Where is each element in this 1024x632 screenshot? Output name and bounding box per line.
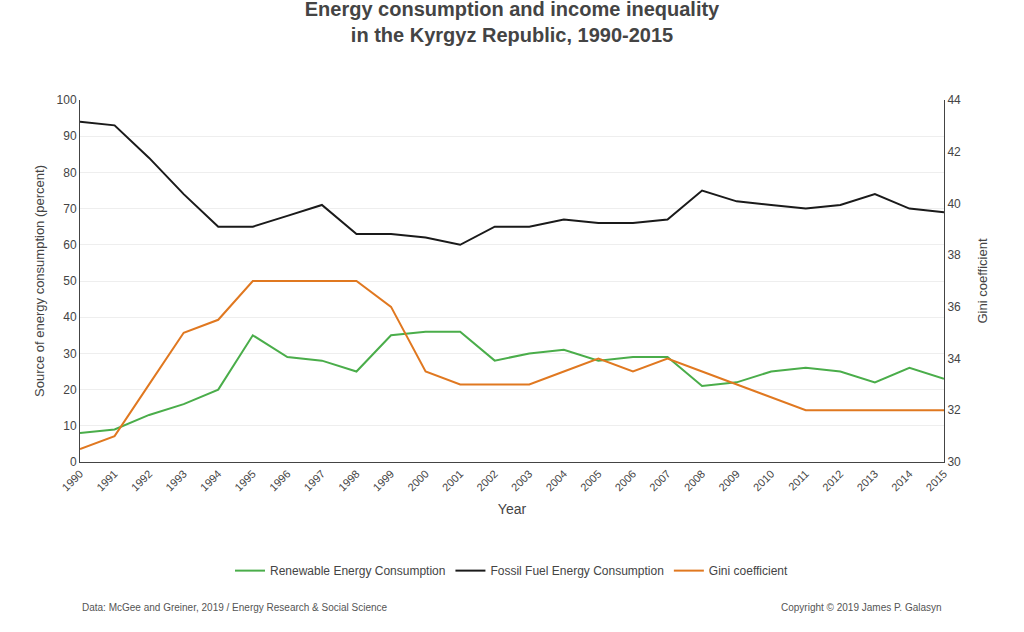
svg-text:44: 44 [947,93,961,107]
svg-text:2009: 2009 [716,468,742,494]
svg-text:Year: Year [498,501,527,517]
svg-text:30: 30 [947,455,961,469]
svg-text:1990: 1990 [60,468,86,494]
svg-text:2013: 2013 [854,468,880,494]
svg-text:100: 100 [57,93,77,107]
svg-text:30: 30 [63,347,77,361]
svg-text:Renewable Energy Consumption: Renewable Energy Consumption [270,564,445,578]
svg-text:2011: 2011 [786,468,811,493]
svg-text:Gini coefficient: Gini coefficient [709,564,788,578]
svg-text:2008: 2008 [682,468,708,494]
svg-text:2004: 2004 [543,468,569,494]
svg-text:2003: 2003 [509,468,535,494]
svg-text:70: 70 [63,202,77,216]
svg-text:1998: 1998 [336,468,362,494]
svg-text:2012: 2012 [820,468,846,494]
svg-text:2000: 2000 [405,468,431,494]
svg-text:1992: 1992 [129,468,155,494]
svg-text:1999: 1999 [371,468,397,494]
svg-text:38: 38 [947,248,961,262]
svg-text:0: 0 [70,455,77,469]
svg-text:2014: 2014 [889,468,915,494]
svg-text:Copyright © 2019 James P. Gala: Copyright © 2019 James P. Galasyn [781,602,942,613]
svg-text:20: 20 [63,383,77,397]
svg-text:2010: 2010 [751,468,777,494]
svg-text:36: 36 [947,300,961,314]
svg-text:1997: 1997 [301,468,327,494]
svg-text:1991: 1991 [94,468,120,494]
svg-text:Energy consumption and income: Energy consumption and income inequality… [305,0,720,46]
svg-text:32: 32 [947,403,961,417]
svg-text:Fossil Fuel Energy Consumption: Fossil Fuel Energy Consumption [490,564,663,578]
svg-text:50: 50 [63,274,77,288]
svg-text:10: 10 [63,419,77,433]
svg-text:Data: McGee and Greiner, 2019: Data: McGee and Greiner, 2019 / Energy R… [82,602,388,613]
svg-text:40: 40 [63,310,77,324]
svg-text:34: 34 [947,352,961,366]
svg-text:1993: 1993 [163,468,189,494]
svg-text:2007: 2007 [647,468,673,494]
svg-text:40: 40 [947,197,961,211]
svg-text:2001: 2001 [440,468,466,494]
svg-text:Gini coefficient: Gini coefficient [975,238,990,323]
svg-text:1994: 1994 [198,468,224,494]
svg-text:42: 42 [947,145,961,159]
svg-text:1995: 1995 [232,468,258,494]
svg-text:60: 60 [63,238,77,252]
svg-text:2005: 2005 [578,468,604,494]
svg-text:2002: 2002 [474,468,500,494]
svg-text:80: 80 [63,166,77,180]
svg-text:2006: 2006 [612,468,638,494]
svg-text:2015: 2015 [924,468,950,494]
svg-text:1996: 1996 [267,468,293,494]
svg-text:90: 90 [63,129,77,143]
svg-text:Source of energy consumption (: Source of energy consumption (percent) [32,165,47,397]
